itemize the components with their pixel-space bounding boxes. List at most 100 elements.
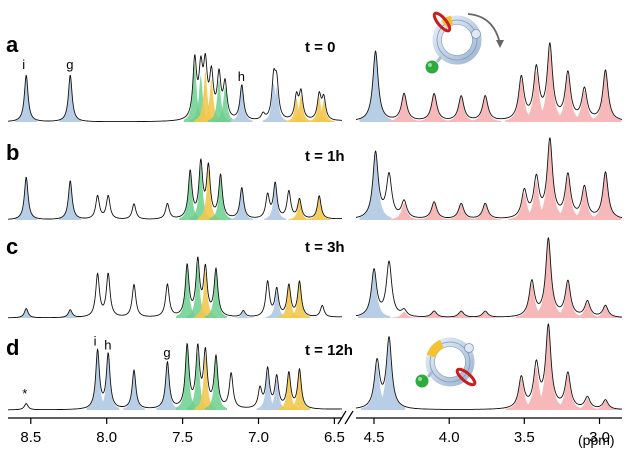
peak-fill-d-20 — [551, 374, 584, 410]
peak-fill-b-10 — [230, 188, 253, 220]
spectrum-trace-b-0 — [8, 158, 342, 220]
peak-fill-c-18 — [388, 311, 421, 318]
peak-fill-a-26 — [589, 71, 622, 122]
x-tick-label-2: 7.5 — [172, 429, 193, 446]
peak-fill-d-4 — [156, 363, 179, 410]
time-label-b: t = 1h — [305, 148, 345, 165]
peak-fill-b-15 — [308, 196, 331, 220]
x-tick-label-0: 8.5 — [20, 429, 41, 446]
peak-label-d-1: i — [94, 334, 97, 349]
peak-fill-d-21 — [571, 398, 604, 410]
peak-fill-c-22 — [515, 282, 548, 318]
peak-fill-c-1 — [59, 310, 82, 318]
peak-fill-d-2 — [97, 355, 120, 410]
panel-label-a: a — [6, 32, 19, 57]
peak-fill-d-22 — [589, 400, 622, 410]
time-label-c: t = 3h — [305, 239, 345, 256]
spectrum-trace-a-0 — [8, 53, 342, 123]
peak-fill-a-8 — [230, 86, 253, 122]
peak-fill-a-0 — [15, 75, 38, 122]
peak-fill-c-10 — [232, 311, 255, 318]
peak-fill-a-14 — [308, 97, 331, 122]
peak-fill-b-26 — [568, 188, 601, 220]
peak-fill-d-3 — [123, 371, 145, 410]
axis-break-mark — [337, 410, 354, 425]
peak-fill-b-20 — [445, 204, 478, 220]
peak-fill-c-20 — [445, 311, 478, 318]
peak-fill-a-24 — [551, 75, 584, 122]
spectrum-trace-a-1 — [355, 42, 623, 120]
peak-fill-a-7 — [214, 86, 237, 122]
peak-fill-d-15 — [361, 363, 393, 410]
peak-fill-b-12 — [264, 184, 287, 220]
peak-fill-a-12 — [285, 98, 308, 122]
peak-fill-d-12 — [265, 378, 288, 410]
peak-label-d-2: h — [104, 337, 111, 352]
tick-layer: 8.5 8.0 7.5 7.0 6.5 4.5 4.0 3.5 3.0 — [20, 418, 610, 446]
spectrum-a: i gh — [8, 42, 623, 123]
time-label-d: t = 12h — [305, 342, 353, 359]
peak-fill-c-14 — [288, 282, 311, 318]
rotaxane-illustration-bottom — [415, 337, 477, 388]
peak-fill-c-21 — [469, 311, 502, 318]
x-axis-unit: (ppm) — [578, 432, 615, 448]
peak-fill-c-9 — [205, 271, 227, 318]
peak-fill-b-8 — [197, 169, 220, 220]
panel-label-d: d — [6, 335, 19, 360]
x-tick-label-7: 3.5 — [514, 429, 535, 446]
peak-fill-a-6 — [208, 79, 230, 122]
peak-fill-b-7 — [189, 165, 212, 220]
peak-fill-c-25 — [571, 302, 604, 318]
x-tick-label-5: 4.5 — [364, 429, 385, 446]
peak-fill-a-17 — [388, 94, 421, 122]
spectrum-d: * i h g — [8, 323, 623, 411]
peak-fill-d-6 — [186, 351, 209, 410]
panel-label-c: c — [6, 234, 18, 259]
peak-fill-d-16 — [373, 339, 406, 410]
peak-label-a-8: h — [238, 69, 245, 84]
spectrum-trace-c-1 — [355, 237, 622, 318]
peak-fill-b-23 — [520, 181, 553, 220]
peak-fill-b-25 — [551, 177, 584, 220]
peak-fill-a-13 — [290, 94, 312, 122]
peak-label-a-1: g — [66, 57, 73, 72]
spectrum-trace-d-1 — [355, 323, 623, 410]
peak-fill-b-18 — [388, 202, 421, 220]
peak-fill-a-4 — [194, 71, 217, 122]
rotaxane-illustration-top — [425, 11, 504, 74]
peak-label-a-0: i — [22, 57, 25, 72]
x-tick-label-6: 4.0 — [439, 429, 460, 446]
spectrum-trace-d-0 — [8, 343, 342, 411]
peak-fill-a-1 — [59, 75, 82, 122]
peak-fill-a-25 — [568, 90, 601, 122]
peak-fill-a-2 — [183, 63, 206, 122]
x-axis: 8.5 8.0 7.5 7.0 6.5 4.5 4.0 3.5 3.0 (ppm) — [8, 410, 622, 448]
peak-fill-d-1 — [86, 351, 109, 410]
peak-fill-c-8 — [194, 271, 217, 318]
spectrum-c — [8, 237, 622, 319]
peak-fill-a-5 — [200, 79, 223, 122]
spectrum-trace-b-1 — [355, 137, 623, 219]
peak-fill-a-16 — [359, 51, 392, 122]
peak-fill-c-16 — [358, 271, 390, 318]
peak-fill-a-10 — [262, 83, 285, 122]
peak-fill-b-22 — [508, 192, 541, 220]
x-tick-label-4: 6.5 — [324, 429, 345, 446]
time-label-a: t = 0 — [305, 39, 335, 56]
spectrum-b — [8, 137, 623, 220]
peak-fill-d-14 — [288, 371, 311, 410]
peak-fill-c-24 — [551, 282, 584, 318]
peak-label-d-0: * — [22, 386, 27, 401]
peak-fill-d-7 — [194, 355, 217, 410]
peak-fill-a-21 — [505, 79, 538, 122]
x-tick-label-3: 7.0 — [248, 429, 269, 446]
peak-fill-d-13 — [277, 374, 300, 410]
peak-fill-d-8 — [205, 359, 227, 410]
peak-fill-c-13 — [277, 286, 300, 318]
peak-fill-b-27 — [589, 173, 622, 220]
peak-fill-a-19 — [445, 97, 478, 122]
peak-fill-a-18 — [418, 94, 451, 122]
peak-fill-c-19 — [418, 311, 451, 318]
peak-fill-c-6 — [176, 267, 199, 318]
